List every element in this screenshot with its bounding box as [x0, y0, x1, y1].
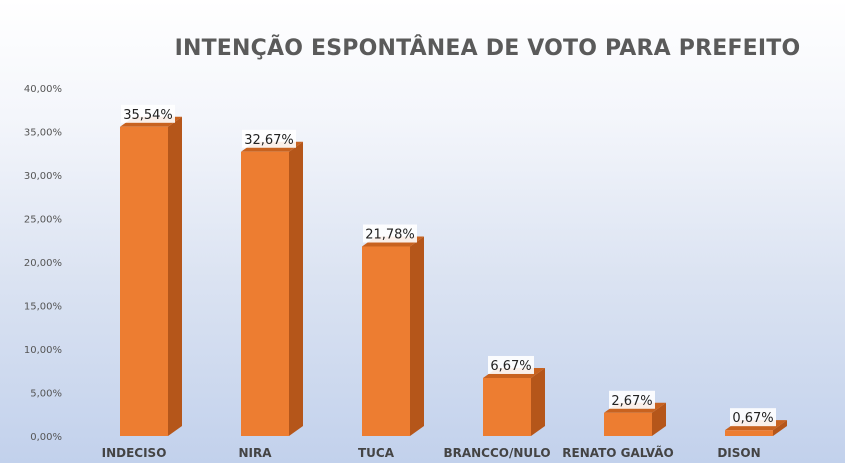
data-label-box — [609, 390, 655, 409]
x-tick-label: DISON — [717, 446, 760, 460]
data-label: 35,54% — [123, 108, 173, 123]
bar-side — [289, 141, 303, 436]
y-tick-label: 40,00% — [24, 84, 62, 95]
y-tick-label: 10,00% — [24, 345, 62, 356]
chart-title: INTENÇÃO ESPONTÂNEA DE VOTO PARA PREFEIT… — [174, 36, 801, 61]
data-label: 32,67% — [244, 133, 294, 148]
bar — [362, 246, 410, 436]
bar-side — [652, 402, 666, 436]
data-label-box — [488, 355, 534, 374]
bar — [725, 430, 773, 436]
data-label: 2,67% — [611, 394, 652, 409]
y-tick-label: 35,00% — [24, 128, 62, 139]
x-tick-label: NIRA — [238, 446, 272, 460]
x-tick-label: RENATO GALVÃO — [562, 445, 674, 460]
data-label: 0,67% — [732, 411, 773, 426]
y-tick-label: 5,00% — [30, 389, 62, 400]
x-tick-label: TUCA — [358, 446, 395, 460]
y-tick-label: 25,00% — [24, 215, 62, 226]
data-label-box — [121, 104, 175, 123]
bar-side — [773, 420, 787, 436]
bar-side — [531, 367, 545, 436]
bar — [241, 151, 289, 436]
y-tick-label: 15,00% — [24, 302, 62, 313]
data-label-box — [730, 408, 776, 427]
y-tick-label: 30,00% — [24, 171, 62, 182]
data-label-box — [363, 224, 417, 243]
y-tick-label: 20,00% — [24, 258, 62, 269]
x-tick-label: INDECISO — [102, 446, 167, 460]
data-label: 21,78% — [365, 228, 415, 243]
bar-side — [410, 236, 424, 436]
y-tick-label: 0,00% — [30, 432, 62, 443]
bar — [120, 126, 168, 436]
bar — [483, 377, 531, 436]
bar-side — [168, 116, 182, 436]
x-tick-label: BRANCCO/NULO — [443, 446, 550, 460]
data-label-box — [242, 129, 296, 148]
data-label: 6,67% — [490, 359, 531, 374]
bar — [604, 412, 652, 436]
